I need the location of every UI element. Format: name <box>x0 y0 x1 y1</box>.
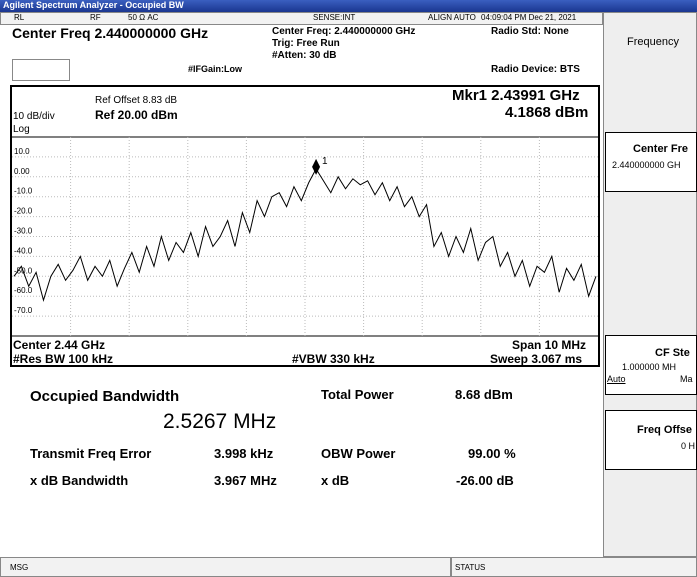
y-tick-label: -60.0 <box>14 286 33 295</box>
header-text: #Atten: 30 dB <box>272 50 337 61</box>
header-text: Center Freq: 2.440000000 GHz <box>272 26 416 37</box>
status: RL <box>14 13 25 22</box>
result-value: -26.00 dB <box>456 473 514 488</box>
marker-label: 1 <box>322 156 328 167</box>
result-value: 3.967 MHz <box>214 473 277 488</box>
result-value: 3.998 kHz <box>214 446 274 461</box>
title: Agilent Spectrum Analyzer - Occupied BW <box>3 0 184 10</box>
softkey-option: Auto <box>607 374 626 384</box>
obw-value: 2.5267 MHz <box>163 410 277 433</box>
status-bar <box>0 557 697 577</box>
scale: 10 dB/div <box>13 111 55 122</box>
marker-level: 4.1868 dBm <box>505 104 589 121</box>
softkey-label: Freq Offse <box>637 424 693 436</box>
softkey[interactable] <box>605 410 697 470</box>
status: ALIGN AUTO <box>428 13 476 22</box>
result-value: 99.00 % <box>468 446 516 461</box>
obw-label: Occupied Bandwidth <box>30 388 180 405</box>
divider <box>450 557 452 577</box>
marker <box>312 158 321 175</box>
ref-level: Ref 20.00 dBm <box>95 108 178 122</box>
menu-title: Frequency <box>627 36 679 48</box>
status: 50 Ω AC <box>128 13 159 22</box>
center-freq: Center Freq 2.440000000 GHz <box>12 25 209 41</box>
result-label: Transmit Freq Error <box>30 446 152 461</box>
result-label: x dB <box>321 473 350 488</box>
ref-offset: Ref Offset 8.83 dB <box>95 95 178 106</box>
span: Span 10 MHz <box>512 338 587 352</box>
status: 04:09:04 PM Dec 21, 2021 <box>481 13 577 22</box>
center: Center 2.44 GHz <box>13 338 106 352</box>
softkey-value: 1.000000 MH <box>622 362 677 372</box>
softkey[interactable] <box>605 335 697 395</box>
result-label: Total Power <box>321 387 394 402</box>
y-tick-label: 0.00 <box>14 167 30 176</box>
y-tick-label: -20.0 <box>14 207 33 216</box>
header-text: #IFGain:Low <box>188 64 242 74</box>
result-label: OBW Power <box>321 446 396 461</box>
softkey-option: Ma <box>680 374 693 384</box>
res-bw: #Res BW 100 kHz <box>13 352 114 366</box>
graph-frame <box>10 85 600 367</box>
header-text: Trig: Free Run <box>272 38 340 49</box>
trace <box>13 167 597 302</box>
header-text: Radio Device: BTS <box>491 64 580 75</box>
vbw: #VBW 330 kHz <box>292 352 375 366</box>
softkey-value: 0 H <box>681 441 696 451</box>
result-value: 8.68 dBm <box>455 387 513 402</box>
status: RF <box>90 13 101 22</box>
sweep: Sweep 3.067 ms <box>490 352 583 366</box>
y-tick-label: -10.0 <box>14 187 33 196</box>
msg: MSG <box>10 563 29 572</box>
marker-freq: Mkr1 2.43991 GHz <box>452 87 580 104</box>
softkey-value: 2.440000000 GH <box>612 160 681 170</box>
title-bar <box>0 0 697 12</box>
scale-type: Log <box>13 124 30 135</box>
status: STATUS <box>455 563 486 572</box>
y-tick-label: -30.0 <box>14 227 33 236</box>
softkey[interactable] <box>605 132 697 192</box>
softkey-label: CF Ste <box>655 347 690 359</box>
y-tick-label: -70.0 <box>14 306 33 315</box>
result-label: x dB Bandwidth <box>30 473 129 488</box>
status-row <box>0 12 603 25</box>
y-tick-label: 10.0 <box>14 147 30 156</box>
entry-box <box>12 59 70 81</box>
y-tick-label: -40.0 <box>14 246 33 255</box>
softkey-label: Center Fre <box>633 143 689 155</box>
header-text: Radio Std: None <box>491 26 569 37</box>
softkey-panel <box>603 12 697 557</box>
status: SENSE:INT <box>313 13 356 22</box>
